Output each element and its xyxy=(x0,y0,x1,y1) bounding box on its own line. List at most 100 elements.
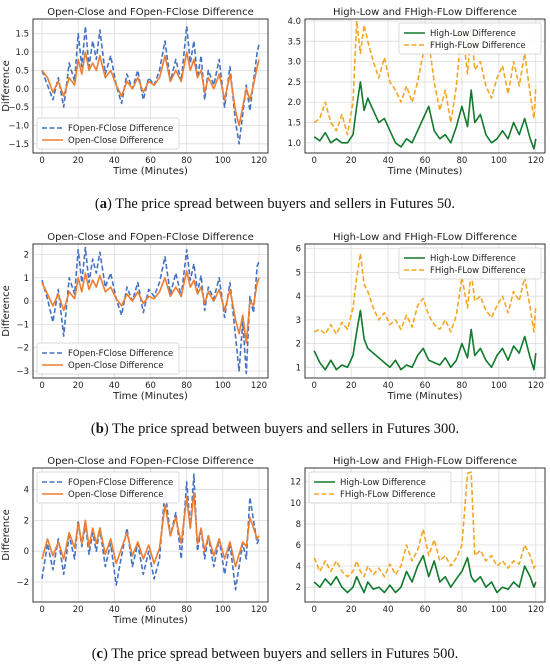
series-line-high-low-difference xyxy=(313,554,537,594)
plot-frame xyxy=(304,467,546,603)
x-tick-label: 60 xyxy=(420,381,431,391)
x-tick-label: 80 xyxy=(181,156,192,166)
y-axis-label: Difference xyxy=(1,285,12,337)
y-tick-label: 2 xyxy=(296,340,301,350)
series-line-open-close-difference xyxy=(41,491,260,568)
chart-b-right: 0 20 40 60 80 100 120 1 2 3 4 5 6 High-Low and FHigh-… xyxy=(296,232,546,402)
y-tick-label: 6 xyxy=(296,245,301,255)
legend-label: FHigh-FLow Difference xyxy=(430,41,526,51)
x-tick-label: 80 xyxy=(181,381,192,391)
legend-box xyxy=(398,247,542,280)
y-tick-label: 2 xyxy=(24,516,29,526)
chart-panels: 0 20 40 60 80 100 120−1.5−1.0−0.50.00.51.01.5O… xyxy=(1,7,546,626)
x-tick-label: 120 xyxy=(528,605,544,615)
x-tick-label: 0 xyxy=(39,605,44,615)
y-tick-label: −1.5 xyxy=(8,140,29,150)
y-axis-label: Difference xyxy=(1,509,12,561)
plot-frame xyxy=(304,243,546,379)
y-tick-label: 0.5 xyxy=(15,66,29,76)
legend-label: High-Low Difference xyxy=(340,478,426,488)
legend: High-Low Difference FHigh-FLow Difference xyxy=(398,22,542,55)
caption-b-label: b xyxy=(96,421,104,437)
y-tick-label: 6 xyxy=(296,541,301,551)
y-tick-label: 1.0 xyxy=(287,139,301,149)
plot-frame xyxy=(304,18,546,154)
legend-box xyxy=(36,117,180,150)
x-tick-label: 20 xyxy=(73,605,84,615)
chart-title: Open-Close and FOpen-FClose Difference xyxy=(47,7,254,18)
legend-label: FHigh-FLow Difference xyxy=(340,490,436,500)
caption-c-label: c xyxy=(97,646,104,662)
series-line-open-close-difference xyxy=(41,270,260,344)
x-tick-label: 60 xyxy=(420,605,431,615)
y-tick-label: 4 xyxy=(296,292,301,302)
caption-a-text: The price spread between buyers and sell… xyxy=(112,196,455,212)
y-tick-label: 1 xyxy=(296,363,301,373)
x-tick-label: 40 xyxy=(109,156,120,166)
chart-title: High-Low and FHigh-FLow Difference xyxy=(333,232,517,243)
x-tick-label: 20 xyxy=(346,156,357,166)
x-tick-label: 120 xyxy=(251,156,267,166)
chart-c-right: 0 20 40 60 80 100 120 2 4 6 8 10 12 High-Low and FHig… xyxy=(290,456,546,615)
chart-b-left: 0 20 40 60 80 100 120 −3 −2 −1 0 1 2 Open-Close and F… xyxy=(1,232,269,402)
y-tick-label: 4 xyxy=(24,486,29,496)
x-tick-label: 100 xyxy=(215,381,231,391)
x-tick-label: 80 xyxy=(457,156,468,166)
legend-label: FHigh-FLow Difference xyxy=(430,266,526,276)
x-axis-label: Time (Minutes) xyxy=(387,391,463,402)
y-tick-label: 12 xyxy=(290,478,301,488)
x-tick-label: 20 xyxy=(73,156,84,166)
x-tick-label: 20 xyxy=(346,381,357,391)
series-line-fhigh-flow-difference xyxy=(313,471,537,578)
x-tick-label: 0 xyxy=(39,381,44,391)
y-tick-label: −0.5 xyxy=(8,103,29,113)
x-axis-label: Time (Minutes) xyxy=(387,166,463,177)
chart-a-right: 0 20 40 60 80 100 120 1.0 1.5 2.0 2.5 3.0 3.5 4.0 High… xyxy=(287,7,546,177)
legend: FOpen-FClose Difference Open-Close Differ… xyxy=(36,117,180,150)
x-tick-label: 20 xyxy=(73,381,84,391)
series-line-high-low-difference xyxy=(313,309,537,371)
x-tick-label: 120 xyxy=(251,605,267,615)
y-tick-label: 10 xyxy=(290,499,301,509)
y-tick-label: 0.0 xyxy=(15,85,29,95)
y-tick-label: 2 xyxy=(296,583,301,593)
series-line-fhigh-flow-difference xyxy=(313,252,537,335)
legend-label: FOpen-FClose Difference xyxy=(68,349,173,359)
y-tick-label: −1 xyxy=(16,320,29,330)
legend-label: FOpen-FClose Difference xyxy=(68,478,173,488)
y-tick-label: 3.0 xyxy=(287,58,301,68)
caption-b-text: The price spread between buyers and sell… xyxy=(109,421,459,437)
chart-title: Open-Close and FOpen-FClose Difference xyxy=(47,232,254,243)
x-tick-label: 0 xyxy=(312,156,317,166)
x-tick-label: 100 xyxy=(215,156,231,166)
legend: FOpen-FClose Difference Open-Close Differ… xyxy=(36,471,180,504)
x-tick-label: 60 xyxy=(420,156,431,166)
x-tick-label: 60 xyxy=(145,381,156,391)
x-tick-label: 0 xyxy=(39,156,44,166)
y-tick-label: 4.0 xyxy=(287,17,301,27)
y-tick-label: 2.0 xyxy=(287,98,301,108)
plot-frame xyxy=(32,243,269,379)
x-tick-label: 100 xyxy=(491,381,507,391)
y-tick-label: 0 xyxy=(24,547,29,557)
x-axis-label: Time (Minutes) xyxy=(112,615,188,626)
x-tick-label: 40 xyxy=(383,381,394,391)
x-tick-label: 120 xyxy=(528,156,544,166)
y-tick-label: −3 xyxy=(16,367,29,377)
x-tick-label: 60 xyxy=(145,156,156,166)
x-tick-label: 40 xyxy=(109,605,120,615)
x-tick-label: 40 xyxy=(109,381,120,391)
legend-label: High-Low Difference xyxy=(430,254,516,264)
caption-b: (b) The price spread between buyers and … xyxy=(91,421,459,437)
y-tick-label: 0 xyxy=(24,297,29,307)
legend: High-Low Difference FHigh-FLow Difference xyxy=(308,471,452,504)
y-tick-label: 5 xyxy=(296,268,301,278)
legend-label: Open-Close Difference xyxy=(68,136,163,146)
x-tick-label: 100 xyxy=(491,605,507,615)
legend-box xyxy=(36,342,180,375)
y-tick-label: 1.0 xyxy=(15,48,29,58)
x-tick-label: 20 xyxy=(346,605,357,615)
x-tick-label: 0 xyxy=(312,381,317,391)
chart-c-left: 0 20 40 60 80 100 120 −2 0 2 4 Open-Close and FOpen… xyxy=(1,456,269,626)
